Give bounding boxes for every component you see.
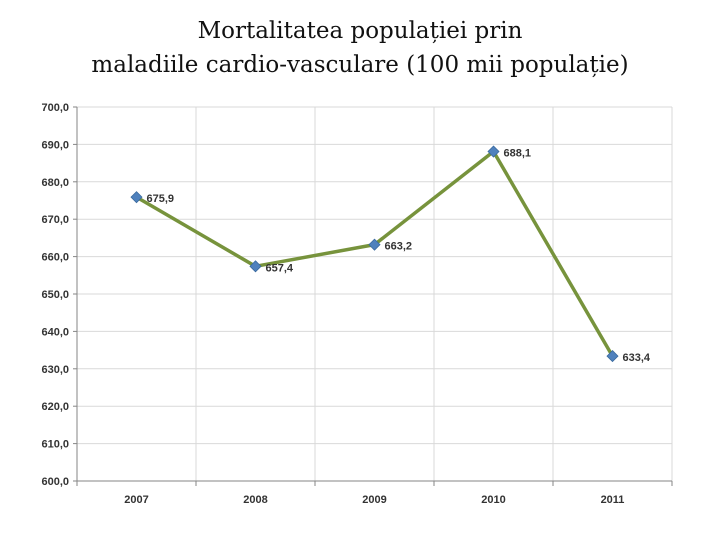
y-tick-label: 600,0 xyxy=(41,476,69,488)
data-label: 688,1 xyxy=(504,148,532,160)
data-label: 657,4 xyxy=(266,262,294,274)
y-tick-label: 650,0 xyxy=(41,289,69,301)
data-point xyxy=(130,191,143,204)
y-tick-label: 690,0 xyxy=(41,139,69,151)
x-tick-label: 2010 xyxy=(481,494,505,506)
y-tick-label: 670,0 xyxy=(41,214,69,226)
data-label: 663,2 xyxy=(385,241,413,253)
data-label: 633,4 xyxy=(623,352,651,364)
y-tick-label: 610,0 xyxy=(41,439,69,451)
gridlines xyxy=(76,106,673,482)
y-tick-label: 660,0 xyxy=(41,252,69,264)
y-tick-label: 620,0 xyxy=(41,401,69,413)
data-point xyxy=(249,260,262,273)
chart-title-line-1: Mortalitatea populației prin xyxy=(197,18,523,44)
data-markers xyxy=(130,145,619,363)
y-tick-label: 630,0 xyxy=(41,364,69,376)
x-tick-label: 2007 xyxy=(124,494,148,506)
chart-title: Mortalitatea populației prin maladiile c… xyxy=(0,14,720,82)
y-tick-label: 640,0 xyxy=(41,326,69,338)
x-tick-label: 2011 xyxy=(601,494,625,506)
data-labels: 675,9 657,4 663,2 688,1 633,4 xyxy=(147,148,651,365)
data-label: 675,9 xyxy=(147,193,175,205)
data-point xyxy=(368,238,381,251)
data-point xyxy=(606,350,619,363)
x-tick-label: 2009 xyxy=(362,494,386,506)
x-axis: 2007 2008 2009 2010 2011 xyxy=(76,480,673,506)
y-tick-label: 700,0 xyxy=(41,102,69,114)
x-tick-label: 2008 xyxy=(243,494,267,506)
y-axis: 600,0 610,0 620,0 630,0 640,0 650,0 660,0 670,0… xyxy=(41,102,78,488)
y-tick-label: 680,0 xyxy=(41,177,69,189)
data-point xyxy=(487,145,500,158)
chart-title-line-2: maladiile cardio-vasculare (100 mii popu… xyxy=(91,52,629,78)
